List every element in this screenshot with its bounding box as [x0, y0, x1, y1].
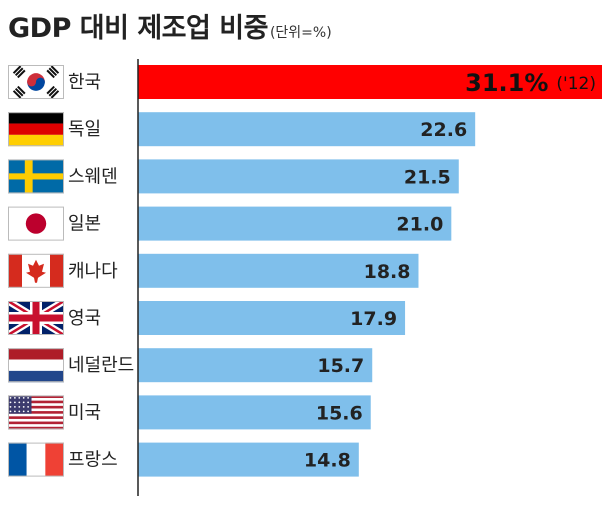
- bar: [138, 159, 459, 194]
- bar-value-label: 21.5: [404, 166, 451, 188]
- category-label: 프랑스: [68, 450, 118, 471]
- category-label: 일본: [68, 214, 101, 235]
- chart-title-block: GDP 대비 제조업 비중 (단위=%): [8, 6, 332, 50]
- category-label: 미국: [68, 402, 101, 423]
- uk-flag-icon: [8, 301, 64, 335]
- bar-value-label: 17.9: [350, 308, 397, 330]
- bar: [138, 442, 359, 477]
- bar-highlighted: [138, 65, 602, 99]
- japan-flag-icon: [8, 206, 64, 241]
- bar: [138, 112, 476, 147]
- category-label: 한국: [68, 72, 101, 93]
- category-label: 스웨덴: [68, 166, 118, 187]
- bar: [138, 301, 406, 335]
- usa-flag-icon: [8, 395, 64, 430]
- category-label: 영국: [68, 308, 101, 329]
- sweden-flag-icon: [8, 159, 64, 194]
- korea-flag-icon: [8, 65, 64, 99]
- france-flag-icon: [8, 442, 64, 477]
- bar-value-label: 18.8: [364, 261, 411, 283]
- category-label: 캐나다: [68, 261, 118, 282]
- bar-value-label: 21.0: [396, 214, 443, 236]
- highlight-year-note: ('12): [556, 74, 596, 94]
- bar-value-label: 15.6: [316, 402, 363, 424]
- bar-value-label: 14.8: [304, 450, 351, 472]
- category-label: 독일: [68, 119, 101, 140]
- bar: [138, 253, 419, 288]
- chart-title: GDP 대비 제조업 비중: [8, 13, 268, 44]
- canada-flag-icon: [8, 253, 64, 288]
- bar: [138, 348, 373, 383]
- bar: [138, 206, 452, 241]
- unit-label: (단위=%): [269, 25, 332, 41]
- category-label: 네덜란드: [68, 355, 134, 376]
- netherlands-flag-icon: [8, 348, 64, 383]
- bar-value-label: 31.1%: [465, 69, 548, 97]
- bar: [138, 395, 371, 430]
- bar-value-label: 15.7: [317, 355, 364, 377]
- germany-flag-icon: [8, 112, 64, 147]
- bar-value-label: 22.6: [420, 119, 467, 141]
